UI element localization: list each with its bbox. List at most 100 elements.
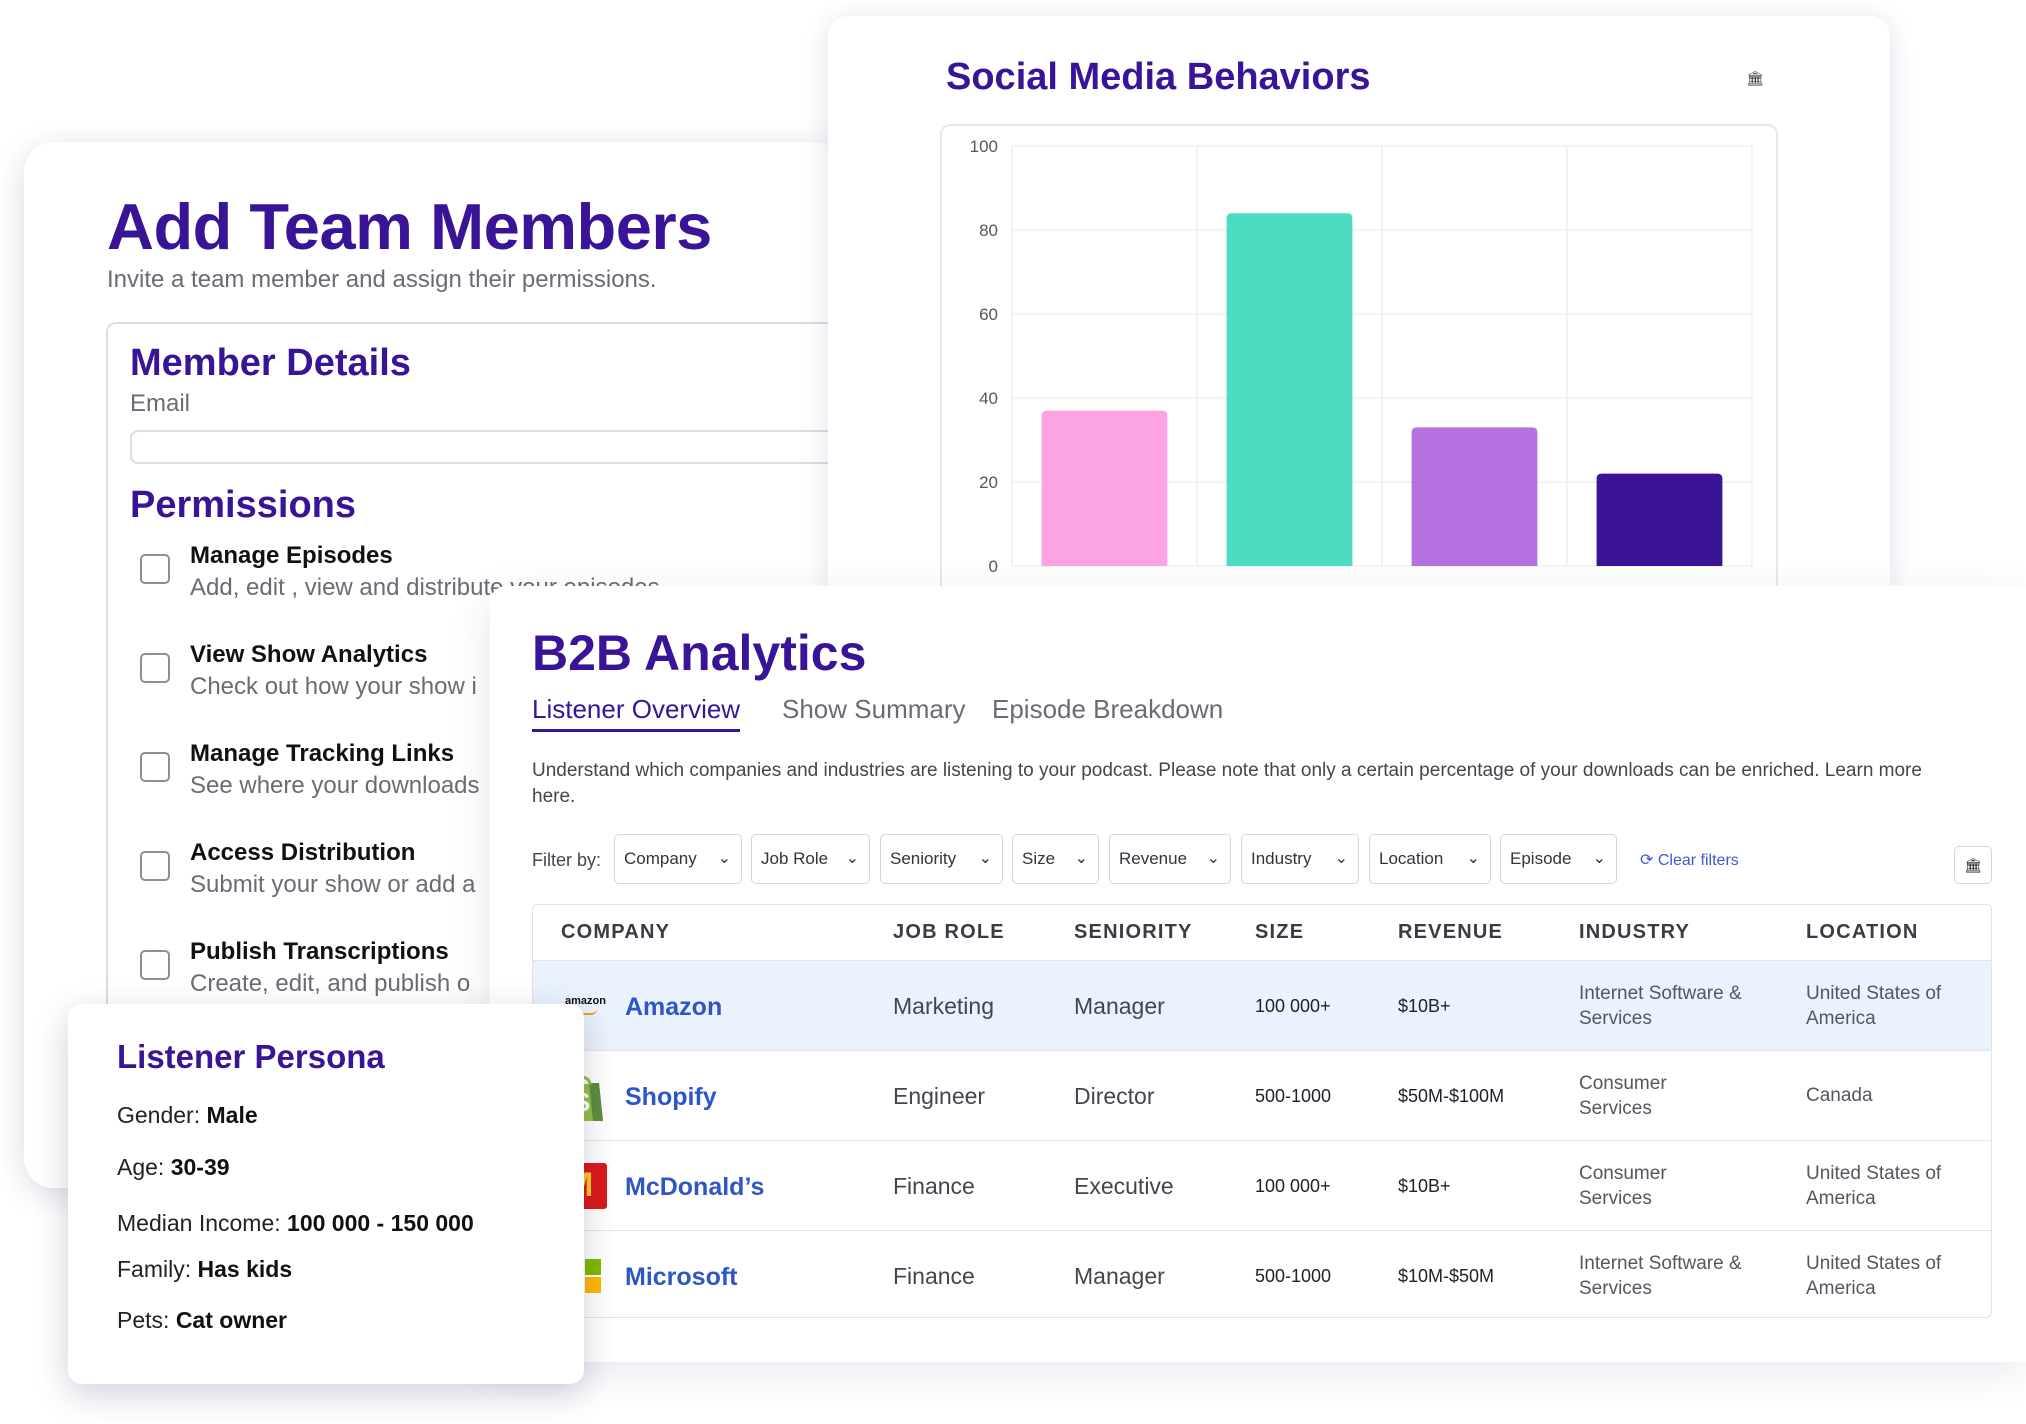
- tab-show-summary[interactable]: Show Summary: [782, 694, 966, 724]
- bar-chart: 0 20 40 60 80 100: [970, 137, 1753, 576]
- email-field[interactable]: [130, 430, 870, 464]
- permission-checkbox[interactable]: [140, 554, 170, 584]
- filter-industry[interactable]: Industry ⌄: [1241, 834, 1359, 884]
- job-role: Finance: [893, 1263, 975, 1289]
- column-header: SIZE: [1255, 921, 1305, 943]
- size: 100 000+: [1255, 1176, 1331, 1196]
- filter-episode[interactable]: Episode ⌄: [1500, 834, 1617, 884]
- persona-age: Age: 30-39: [117, 1154, 230, 1181]
- permission-checkbox[interactable]: [140, 752, 170, 782]
- y-tick-label: 100: [970, 137, 998, 156]
- seniority: Executive: [1074, 1173, 1174, 1199]
- table-row[interactable]: S Shopify Engineer Director 500-1000 $50…: [533, 1051, 1991, 1141]
- filter-label: Filter by:: [532, 850, 602, 870]
- company-name[interactable]: Shopify: [625, 1083, 717, 1111]
- chevron-down-icon: ⌄: [845, 850, 859, 867]
- permissions-title: Permissions: [130, 484, 356, 526]
- location: United States of America: [1806, 1163, 1942, 1209]
- persona-value: Has kids: [197, 1256, 293, 1282]
- column-header: REVENUE: [1398, 921, 1504, 943]
- job-role: Marketing: [893, 993, 994, 1019]
- permission-name: Manage Episodes: [190, 542, 393, 569]
- email-label: Email: [130, 390, 191, 417]
- chevron-down-icon: ⌄: [1074, 850, 1088, 867]
- company-name[interactable]: Amazon: [625, 993, 723, 1021]
- chevron-down-icon: ⌄: [1466, 850, 1480, 867]
- permission-description: Create, edit, and publish o: [190, 970, 471, 997]
- persona-gender: Gender: Male: [117, 1102, 258, 1129]
- table-row[interactable]: M McDonald’s Finance Executive 100 000+ …: [533, 1141, 1991, 1231]
- chart-frame: 0 20 40 60 80 100: [940, 124, 1778, 586]
- column-header: INDUSTRY: [1579, 921, 1691, 943]
- filter-company[interactable]: Company ⌄: [614, 834, 742, 884]
- job-role: Finance: [893, 1173, 975, 1199]
- filter-revenue[interactable]: Revenue ⌄: [1109, 834, 1231, 884]
- permission-description: See where your downloads: [190, 772, 480, 799]
- job-role: Engineer: [893, 1083, 986, 1109]
- microsoft-square-green: [585, 1259, 601, 1275]
- size: 500-1000: [1255, 1266, 1332, 1286]
- revenue: $50M-$100M: [1398, 1086, 1505, 1106]
- y-tick-label: 60: [979, 305, 998, 324]
- persona-label: Pets:: [117, 1307, 176, 1333]
- chevron-down-icon: ⌄: [1334, 850, 1348, 867]
- persona-value: 30-39: [170, 1154, 230, 1180]
- permission-item: Access Distribution Submit your show or …: [140, 839, 840, 919]
- revenue: $10M-$50M: [1398, 1266, 1495, 1286]
- chevron-down-icon: ⌄: [978, 850, 992, 867]
- company-name[interactable]: Microsoft: [625, 1263, 738, 1291]
- listener-persona-card: Listener Persona Gender: Male Age: 30-39…: [68, 1004, 584, 1384]
- industry: Internet Software & Services: [1579, 983, 1742, 1029]
- permission-description: Check out how your show i: [190, 673, 477, 700]
- clear-filters-label: Clear filters: [1657, 852, 1739, 869]
- b2b-analytics-card: B2B Analytics Listener Overview Show Sum…: [490, 586, 2026, 1362]
- location: United States of America: [1806, 1253, 1942, 1299]
- filter-seniority[interactable]: Seniority ⌄: [880, 834, 1003, 884]
- y-tick-label: 20: [979, 473, 998, 492]
- column-header: LOCATION: [1806, 921, 1919, 943]
- clear-filters-link[interactable]: ⟳ Clear filters: [1640, 850, 1739, 870]
- persona-value: Cat owner: [175, 1307, 287, 1333]
- permission-checkbox[interactable]: [140, 851, 170, 881]
- persona-label: Gender:: [117, 1102, 207, 1128]
- revenue: $10B+: [1398, 1176, 1451, 1196]
- permission-name: Publish Transcriptions: [190, 938, 449, 965]
- filter-size[interactable]: Size ⌄: [1012, 834, 1099, 884]
- filter-label-text: Size: [1022, 849, 1056, 868]
- table-row[interactable]: Microsoft Finance Manager 500-1000 $10M-…: [533, 1231, 1991, 1317]
- filter-label-text: Location: [1379, 849, 1444, 868]
- page-subtitle: Invite a team member and assign their pe…: [107, 266, 657, 293]
- filter-label-text: Seniority: [890, 849, 957, 868]
- permission-description: Submit your show or add a: [190, 871, 476, 898]
- persona-label: Family:: [117, 1256, 198, 1282]
- persona-pets: Pets: Cat owner: [117, 1307, 287, 1334]
- filter-label-text: Episode: [1510, 849, 1572, 868]
- location: United States of America: [1806, 983, 1942, 1029]
- filter-location[interactable]: Location ⌄: [1369, 834, 1491, 884]
- size: 100 000+: [1255, 996, 1331, 1016]
- bank-icon[interactable]: 🏛: [1954, 846, 1992, 884]
- chart-bar: [1596, 473, 1723, 566]
- permission-checkbox[interactable]: [140, 653, 170, 683]
- persona-label: Age:: [117, 1154, 171, 1180]
- column-header: SENIORITY: [1074, 921, 1193, 943]
- tab-listener-overview[interactable]: Listener Overview: [532, 694, 741, 732]
- y-tick-label: 0: [989, 557, 998, 576]
- seniority: Manager: [1074, 993, 1165, 1019]
- column-header: JOB ROLE: [893, 921, 1005, 943]
- amazon-logo-text: amazon: [565, 995, 606, 1007]
- chevron-down-icon: ⌄: [1206, 850, 1220, 867]
- persona-label: Median Income:: [117, 1210, 288, 1236]
- member-details-panel: Member Details Email Permissions Manage …: [106, 322, 870, 1182]
- filter-job-role[interactable]: Job Role ⌄: [751, 834, 870, 884]
- permission-checkbox[interactable]: [140, 950, 170, 980]
- tab-episode-breakdown[interactable]: Episode Breakdown: [992, 694, 1224, 724]
- member-details-title: Member Details: [130, 342, 411, 384]
- page-title: Add Team Members: [107, 190, 712, 263]
- bank-icon[interactable]: 🏛: [1746, 70, 1764, 86]
- table-header: COMPANY JOB ROLE SENIORITY SIZE REVENUE …: [533, 905, 1991, 961]
- industry: Consumer Services: [1579, 1163, 1667, 1209]
- table-row[interactable]: amazon Amazon Marketing Manager 100 000+…: [533, 961, 1991, 1051]
- filter-label-text: Industry: [1251, 849, 1312, 868]
- company-name[interactable]: McDonald’s: [625, 1173, 765, 1201]
